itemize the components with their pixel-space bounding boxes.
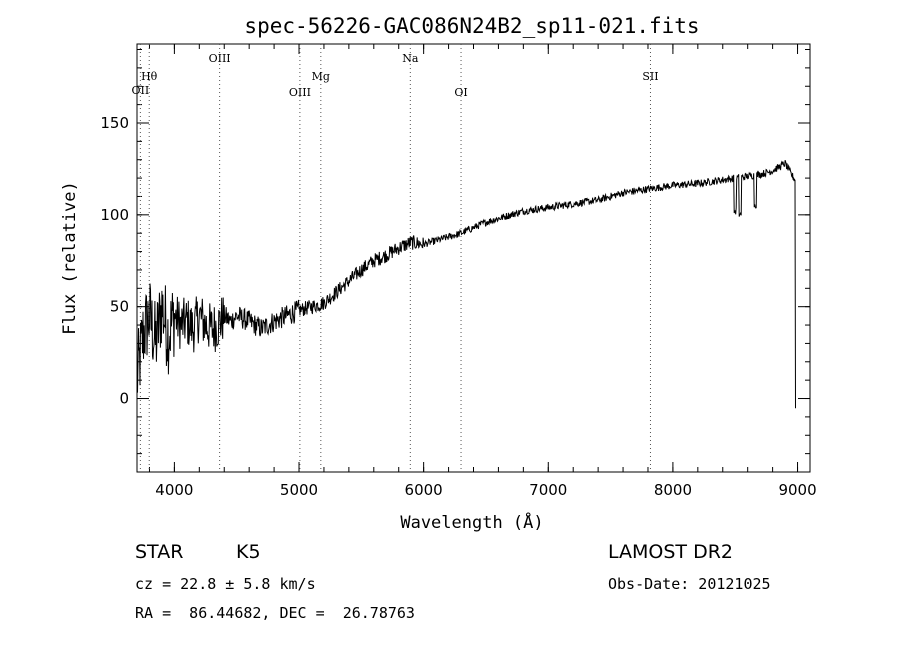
line-marker-label: Na [402,52,419,65]
y-tick-label: 100 [100,206,129,224]
x-tick-label: 8000 [654,481,692,499]
y-tick-label: 0 [119,390,129,408]
line-marker-label: OIII [289,86,311,99]
plot-frame [136,43,811,473]
x-tick-label: 5000 [280,481,318,499]
coordinates: RA = 86.44682, DEC = 26.78763 [135,604,415,622]
line-marker-label: Hθ [141,70,158,83]
y-axis-label: Flux (relative) [60,181,80,335]
x-tick-label: 7000 [529,481,567,499]
y-tick-label: 50 [110,298,129,316]
x-tick-label: 9000 [778,481,816,499]
x-tick-label: 4000 [155,481,193,499]
obs-date: Obs-Date: 20121025 [608,575,771,593]
axis-ticks: 4000 5000 6000 7000 8000 9000 0 50 100 150 [100,44,817,499]
line-marker-label: SII [642,70,658,83]
redshift-info: cz = 22.8 ± 5.8 km/s [135,575,316,593]
chart-title: spec-56226-GAC086N24B2_sp11-021.fits [244,14,699,38]
line-marker-label: OII [132,84,150,97]
survey-name: LAMOST DR2 [608,541,733,563]
line-marker-label: Mg [312,70,330,83]
x-tick-label: 6000 [405,481,443,499]
line-marker-label: OIII [209,52,231,65]
spectrum-line [136,160,796,409]
object-class: STAR [135,541,184,563]
line-marker-label: OI [454,86,467,99]
object-subclass: K5 [236,541,261,563]
x-axis-label: Wavelength (Å) [400,511,543,533]
y-tick-label: 150 [100,114,129,132]
